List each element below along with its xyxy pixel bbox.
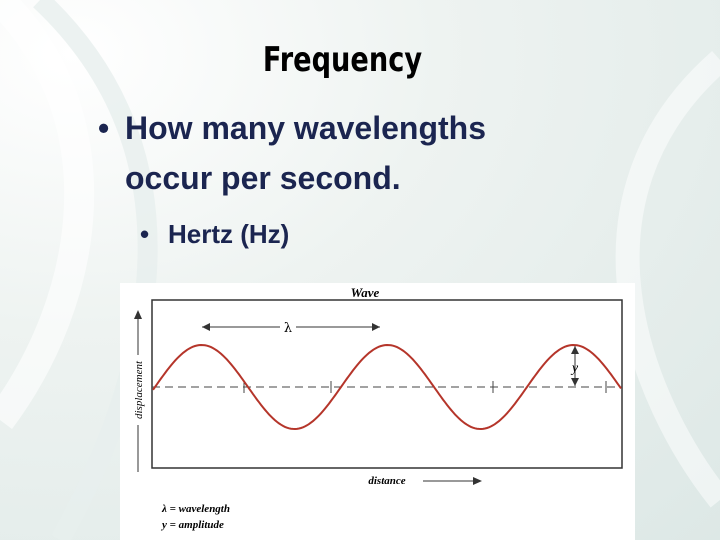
amplitude-label: y xyxy=(570,361,579,376)
arrow-heads xyxy=(571,346,579,386)
y-axis-label: displacement xyxy=(133,360,145,419)
legend-entry: λ = wavelength xyxy=(161,503,230,515)
sine-wave xyxy=(152,343,622,431)
label-bg xyxy=(280,320,296,334)
legend-entry: y = amplitude xyxy=(160,519,224,531)
bullet-marker: • xyxy=(98,110,110,146)
arrow-head xyxy=(473,477,482,485)
figure-frame xyxy=(151,299,623,469)
figure-background xyxy=(120,283,635,540)
bullet-line: occur per second. xyxy=(125,160,401,196)
x-axis-label: distance xyxy=(368,475,405,487)
label-bg xyxy=(131,355,145,425)
figure-title: Wave xyxy=(351,285,380,300)
slide-title: Frequency xyxy=(262,40,423,80)
sub-bullet: Hertz (Hz) xyxy=(168,219,290,249)
wavelength-label: λ xyxy=(284,321,292,336)
arrow-head xyxy=(134,310,142,319)
bullet-line: How many wavelengths xyxy=(125,110,486,146)
bullet-marker: • xyxy=(140,219,150,249)
